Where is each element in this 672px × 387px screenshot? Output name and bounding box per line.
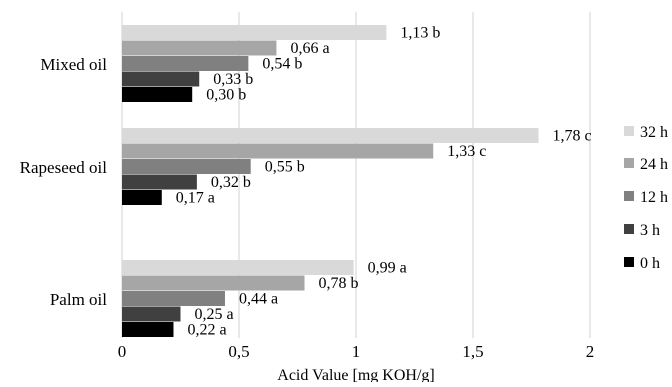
- bar-0-4: [122, 87, 193, 102]
- bar-0-0: [122, 25, 387, 40]
- category-label-2: Palm oil: [50, 290, 107, 309]
- x-tick-label-2: 1: [352, 342, 361, 361]
- bar-0-3: [122, 71, 200, 87]
- data-label-2-1: 0,78 b: [319, 275, 359, 292]
- bar-2-0: [122, 260, 354, 275]
- bar-2-2: [122, 291, 225, 306]
- data-label-1-3: 0,32 b: [211, 174, 251, 191]
- data-label-2-2: 0,44 a: [239, 291, 278, 308]
- bar-1-2: [122, 159, 251, 174]
- bar-1-1: [122, 143, 434, 159]
- data-label-2-0: 0,99 a: [368, 260, 407, 277]
- legend-label-1: 24 h: [640, 156, 668, 173]
- data-label-1-0: 1,78 c: [553, 128, 592, 145]
- legend-label-0: 32 h: [640, 124, 668, 141]
- data-label-0-1: 0,66 a: [290, 40, 329, 57]
- bar-2-3: [122, 306, 181, 322]
- legend-label-2: 12 h: [640, 189, 668, 206]
- legend-swatch-0: [624, 126, 634, 136]
- data-label-2-3: 0,25 a: [195, 306, 234, 323]
- category-label-0: Mixed oil: [40, 55, 107, 74]
- legend-swatch-4: [624, 257, 634, 267]
- bar-0-1: [122, 40, 277, 56]
- legend-label-3: 3 h: [640, 222, 660, 239]
- data-label-1-1: 1,33 c: [447, 143, 486, 160]
- category-label-1: Rapeseed oil: [20, 158, 108, 177]
- bar-1-4: [122, 190, 162, 205]
- bar-2-1: [122, 275, 305, 291]
- legend-swatch-1: [624, 158, 634, 168]
- x-tick-label-0: 0: [118, 342, 127, 361]
- bar-2-4: [122, 322, 174, 337]
- legend-label-4: 0 h: [640, 255, 660, 272]
- x-tick-label-3: 1,5: [462, 342, 483, 361]
- bar-1-3: [122, 174, 197, 190]
- legend-swatch-3: [624, 224, 634, 234]
- x-tick-label-4: 2: [586, 342, 595, 361]
- data-label-0-3: 0,33 b: [213, 71, 253, 88]
- bar-1-0: [122, 128, 539, 143]
- data-label-1-2: 0,55 b: [265, 159, 305, 176]
- x-axis-title: Acid Value [mg KOH/g]: [277, 367, 434, 382]
- x-tick-label-1: 0,5: [228, 342, 249, 361]
- bar-0-2: [122, 56, 249, 71]
- data-label-0-0: 1,13 b: [400, 25, 440, 42]
- data-label-1-4: 0,17 a: [176, 190, 215, 207]
- data-label-0-2: 0,54 b: [262, 56, 302, 73]
- legend-swatch-2: [624, 191, 634, 201]
- data-label-0-4: 0,30 b: [206, 87, 246, 104]
- data-label-2-4: 0,22 a: [187, 322, 226, 339]
